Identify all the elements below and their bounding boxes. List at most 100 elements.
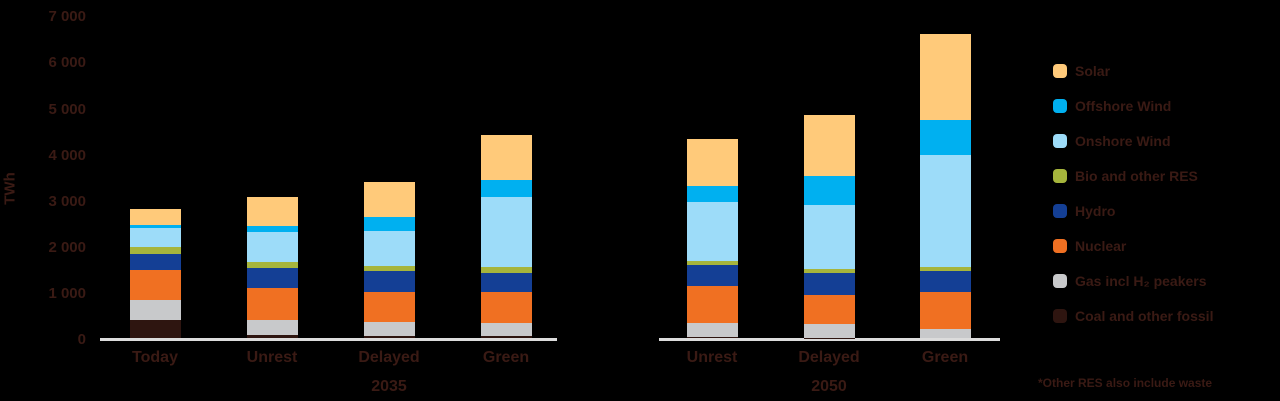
legend: Solar Offshore Wind Onshore Wind Bio and ot… <box>1053 53 1213 333</box>
bar-segment-bio-and-other-res <box>804 269 855 274</box>
bar-segment-nuclear <box>130 270 181 301</box>
bar-delayed-2035 <box>364 181 415 338</box>
y-tick: 5 000 <box>48 100 86 118</box>
bar-segment-onshore-wind <box>364 230 415 266</box>
bar-green-2035 <box>481 135 532 338</box>
legend-label: Offshore Wind <box>1075 97 1172 114</box>
bar-segment-nuclear <box>920 291 971 329</box>
bar-segment-solar <box>247 196 298 227</box>
x-axis-line-2050 <box>659 338 1000 341</box>
x-axis-line-2035 <box>100 338 557 341</box>
bar-today <box>130 208 181 338</box>
x-label-unrest-2050: Unrest <box>686 349 738 366</box>
bar-unrest-2050 <box>687 139 738 338</box>
bar-segment-bio-and-other-res <box>247 262 298 269</box>
legend-swatch-icon <box>1053 238 1067 253</box>
bar-segment-onshore-wind <box>247 232 298 263</box>
bar-segment-hydro <box>804 273 855 295</box>
y-tick: 1 000 <box>48 284 86 302</box>
bar-segment-hydro <box>920 270 971 292</box>
y-tick: 7 000 <box>48 8 86 26</box>
bar-segment-hydro <box>364 270 415 292</box>
footnote: *Other RES also include waste <box>1038 376 1213 390</box>
x-label-unrest-2035: Unrest <box>246 349 298 366</box>
bar-segment-onshore-wind <box>804 205 855 270</box>
legend-swatch-icon <box>1053 203 1067 218</box>
legend-label: Gas incl H₂ peakers <box>1075 272 1207 289</box>
legend-item: Hydro <box>1053 193 1213 228</box>
legend-swatch-icon <box>1053 63 1067 78</box>
bar-segment-coal-and-other-fossil <box>364 335 415 338</box>
bar-segment-onshore-wind <box>130 228 181 248</box>
legend-item: Coal and other fossil <box>1053 298 1213 333</box>
bar-segment-gas-incl-h2-peakers <box>687 322 738 337</box>
legend-label: Nuclear <box>1075 237 1127 254</box>
legend-item: Nuclear <box>1053 228 1213 263</box>
legend-swatch-icon <box>1053 273 1067 288</box>
bar-segment-offshore-wind <box>687 186 738 202</box>
bar-segment-bio-and-other-res <box>687 260 738 265</box>
legend-item: Bio and other RES <box>1053 158 1213 193</box>
legend-item: Gas incl H₂ peakers <box>1053 263 1213 298</box>
bar-segment-hydro <box>481 272 532 293</box>
bar-segment-nuclear <box>247 288 298 321</box>
bar-segment-bio-and-other-res <box>481 266 532 273</box>
bar-segment-nuclear <box>804 294 855 324</box>
legend-label: Solar <box>1075 62 1111 79</box>
legend-swatch-icon <box>1053 308 1067 323</box>
y-tick: 6 000 <box>48 54 86 72</box>
y-tick: 4 000 <box>48 146 86 164</box>
group-label-2035: 2035 <box>371 378 407 395</box>
bar-segment-solar <box>804 115 855 177</box>
bar-segment-coal-and-other-fossil <box>687 336 738 338</box>
bar-segment-bio-and-other-res <box>920 266 971 271</box>
bar-segment-offshore-wind <box>920 120 971 156</box>
bar-segment-nuclear <box>364 291 415 322</box>
bar-segment-gas-incl-h2-peakers <box>804 323 855 338</box>
x-label-delayed-2050: Delayed <box>798 349 860 366</box>
bar-segment-nuclear <box>687 285 738 323</box>
bar-delayed-2050 <box>804 115 855 338</box>
legend-item: Onshore Wind <box>1053 123 1213 158</box>
x-label-today: Today <box>132 349 178 366</box>
bar-segment-gas-incl-h2-peakers <box>247 320 298 336</box>
bar-segment-offshore-wind <box>804 176 855 206</box>
bar-segment-bio-and-other-res <box>364 265 415 271</box>
bar-segment-solar <box>481 135 532 181</box>
bar-segment-hydro <box>247 268 298 289</box>
bar-segment-solar <box>364 181 415 217</box>
bar-segment-gas-incl-h2-peakers <box>364 321 415 336</box>
legend-label: Hydro <box>1075 202 1116 219</box>
bar-segment-gas-incl-h2-peakers <box>481 323 532 337</box>
bar-segment-offshore-wind <box>247 226 298 233</box>
bar-segment-solar <box>130 208 181 226</box>
bar-segment-onshore-wind <box>920 155 971 267</box>
x-label-green-2050: Green <box>921 349 969 366</box>
y-tick: 0 <box>77 331 86 348</box>
y-tick: 3 000 <box>48 192 86 210</box>
legend-label: Coal and other fossil <box>1075 307 1214 324</box>
legend-label: Onshore Wind <box>1075 132 1171 149</box>
bar-unrest-2035 <box>247 196 298 338</box>
bar-segment-offshore-wind <box>481 180 532 198</box>
bar-segment-offshore-wind <box>364 216 415 231</box>
bar-segment-solar <box>920 34 971 121</box>
bar-segment-bio-and-other-res <box>130 247 181 255</box>
bar-segment-onshore-wind <box>687 201 738 261</box>
bar-segment-gas-incl-h2-peakers <box>130 300 181 321</box>
bar-segment-coal-and-other-fossil <box>481 336 532 338</box>
legend-swatch-icon <box>1053 168 1067 183</box>
legend-item: Solar <box>1053 53 1213 88</box>
x-label-delayed-2035: Delayed <box>358 349 420 366</box>
bar-segment-hydro <box>687 264 738 286</box>
legend-item: Offshore Wind <box>1053 88 1213 123</box>
group-label-2050: 2050 <box>811 378 847 395</box>
legend-label: Bio and other RES <box>1075 167 1198 184</box>
bar-segment-coal-and-other-fossil <box>247 335 298 338</box>
bar-segment-hydro <box>130 254 181 271</box>
bar-segment-coal-and-other-fossil <box>130 320 181 338</box>
y-tick: 2 000 <box>48 238 86 256</box>
bar-segment-onshore-wind <box>481 197 532 267</box>
bar-segment-nuclear <box>481 292 532 324</box>
bar-segment-solar <box>687 139 738 187</box>
